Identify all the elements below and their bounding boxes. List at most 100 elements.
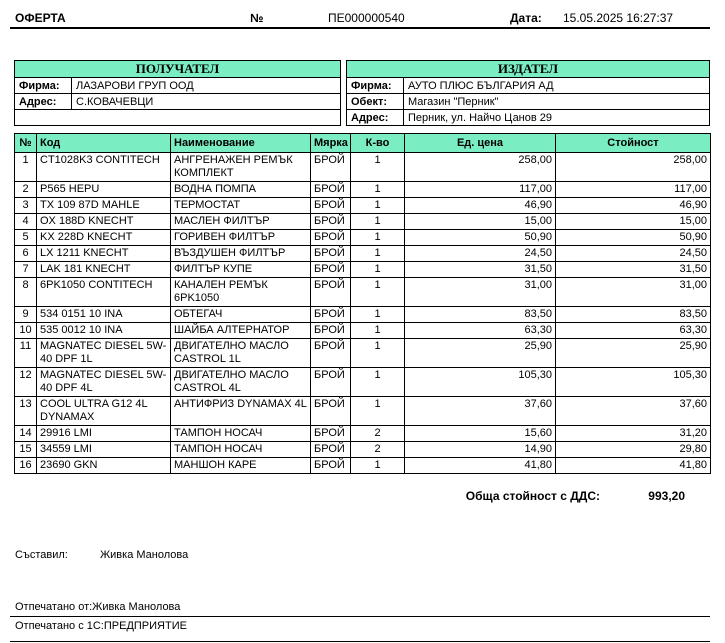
table-cell: КАНАЛЕН РЕМЪК 6PK1050 [170,277,311,307]
table-cell: MAGNATEC DIESEL 5W-40 DPF 1L [36,338,171,368]
table-cell: БРОЙ [310,441,351,458]
table-cell: 1 [350,306,405,323]
recipient-row: Адрес: С.КОВАЧЕВЦИ [14,93,341,110]
table-cell: 46,90 [404,197,556,214]
table-cell: ТАМПОН НОСАЧ [170,441,311,458]
recipient-row: Фирма: ЛАЗАРОВИ ГРУП ООД [14,77,341,94]
document-number-value: ПЕ000000540 [328,11,405,25]
table-cell: 117,00 [555,181,711,198]
document-header-bar: ОФЕРТА № ПЕ000000540 Дата: 15.05.2025 16… [10,10,710,29]
recipient-company-label: Фирма: [14,77,72,94]
table-cell: ТАМПОН НОСАЧ [170,425,311,442]
table-cell: 1 [350,396,405,426]
table-cell: 63,30 [404,322,556,339]
document-title: ОФЕРТА [15,11,66,25]
document-date-value: 15.05.2025 16:27:37 [563,11,674,25]
grand-total-label: Обща стойност с ДДС: [465,489,600,503]
table-cell: 50,90 [404,229,556,246]
table-cell: ОБТЕГАЧ [170,306,311,323]
table-cell: COOL ULTRA G12 4L DYNAMAX [36,396,171,426]
recipient-company-value: ЛАЗАРОВИ ГРУП ООД [71,77,341,94]
table-cell: ДВИГАТЕЛНО МАСЛО CASTROL 1L [170,338,311,368]
table-cell: 258,00 [555,152,711,182]
table-cell: ВОДНА ПОМПА [170,181,311,198]
table-cell: 15,00 [404,213,556,230]
table-cell: 1 [350,367,405,397]
items-header-row: № Код Наименование Мярка К-во Ед. цена С… [14,133,711,153]
items-table-body: 1 CT1028K3 CONTITECH АНГРЕНАЖЕН РЕМЪК КОМП… [14,152,711,474]
grand-total-value: 993,20 [648,489,685,503]
document-date-label: Дата: [510,11,542,25]
issuer-address-label: Адрес: [346,109,404,126]
table-cell: БРОЙ [310,367,351,397]
table-cell: TX 109 87D MAHLE [36,197,171,214]
table-cell: ФИЛТЪР КУПЕ [170,261,311,278]
printed-by-line: Отпечатано от:Живка Манолова [10,599,710,617]
table-cell: 1 [350,457,405,474]
table-cell: БРОЙ [310,457,351,474]
table-cell: 31,50 [404,261,556,278]
issuer-site-value: Магазин "Перник" [403,93,710,110]
table-cell: 8 [14,277,37,307]
table-row: 13 COOL ULTRA G12 4L DYNAMAX АНТИФРИЗ DYNA… [14,396,711,426]
printed-by-value: Живка Манолова [92,601,181,613]
table-cell: 105,30 [555,367,711,397]
issuer-row: Фирма: АУТО ПЛЮС БЪЛГАРИЯ АД [346,77,710,94]
table-cell: LX 1211 KNECHT [36,245,171,262]
composed-by-label: Съставил: [15,549,68,561]
table-cell: 31,00 [555,277,711,307]
recipient-empty-row [14,109,341,126]
column-header-quantity: К-во [350,133,405,153]
table-cell: БРОЙ [310,152,351,182]
table-cell: OX 188D KNECHT [36,213,171,230]
column-header-amount: Стойност [555,133,711,153]
table-cell: 29,80 [555,441,711,458]
table-cell: 1 [350,261,405,278]
issuer-row: Адрес: Перник, ул. Найчо Цанов 29 [346,109,710,126]
table-cell: 535 0012 10 INA [36,322,171,339]
table-cell: 31,00 [404,277,556,307]
table-row: 16 23690 GKN МАНШОН КАРЕ БРОЙ 1 41,80 41,80 [14,457,711,474]
table-cell: 117,00 [404,181,556,198]
table-cell: 5 [14,229,37,246]
table-cell: 4 [14,213,37,230]
table-cell: 14 [14,425,37,442]
table-cell: 15,60 [404,425,556,442]
table-cell: 2 [350,441,405,458]
table-row: 11 MAGNATEC DIESEL 5W-40 DPF 1L ДВИГАТЕЛНО… [14,338,711,368]
table-cell: 15 [14,441,37,458]
table-cell: 41,80 [555,457,711,474]
table-cell: 24,50 [404,245,556,262]
table-row: 1 CT1028K3 CONTITECH АНГРЕНАЖЕН РЕМЪК КОМП… [14,152,711,182]
column-header-code: Код [36,133,171,153]
recipient-row [14,109,341,126]
table-cell: БРОЙ [310,261,351,278]
table-cell: БРОЙ [310,338,351,368]
table-cell: 2 [14,181,37,198]
composed-by-value: Живка Манолова [100,549,189,561]
table-cell: 16 [14,457,37,474]
printed-with-line: Отпечатано с 1С:ПРЕДПРИЯТИЕ [10,617,710,642]
table-cell: 13 [14,396,37,426]
recipient-header: ПОЛУЧАТЕЛ [14,60,341,78]
table-cell: 6PK1050 CONTITECH [36,277,171,307]
table-cell: 1 [350,245,405,262]
table-row: 6 LX 1211 KNECHT ВЪЗДУШЕН ФИЛТЪР БРОЙ 1 24,50… [14,245,711,262]
table-row: 15 34559 LMI ТАМПОН НОСАЧ БРОЙ 2 14,90 29,80 [14,441,711,458]
table-cell: 83,50 [555,306,711,323]
table-cell: БРОЙ [310,322,351,339]
table-cell: 11 [14,338,37,368]
table-cell: БРОЙ [310,197,351,214]
table-cell: 15,00 [555,213,711,230]
table-cell: 37,60 [404,396,556,426]
table-cell: CT1028K3 CONTITECH [36,152,171,182]
table-cell: 534 0151 10 INA [36,306,171,323]
composed-by-row: Съставил: Живка Манолова [15,549,725,561]
issuer-company-label: Фирма: [346,77,404,94]
table-cell: LAK 181 KNECHT [36,261,171,278]
issuer-box: ИЗДАТЕЛ Фирма: АУТО ПЛЮС БЪЛГАРИЯ АД Обе… [346,60,710,126]
table-row: 10 535 0012 10 INA ШАЙБА АЛТЕРНАТОР БРОЙ 1 63… [14,322,711,339]
table-cell: 1 [350,338,405,368]
table-cell: ТЕРМОСТАТ [170,197,311,214]
table-cell: 1 [14,152,37,182]
